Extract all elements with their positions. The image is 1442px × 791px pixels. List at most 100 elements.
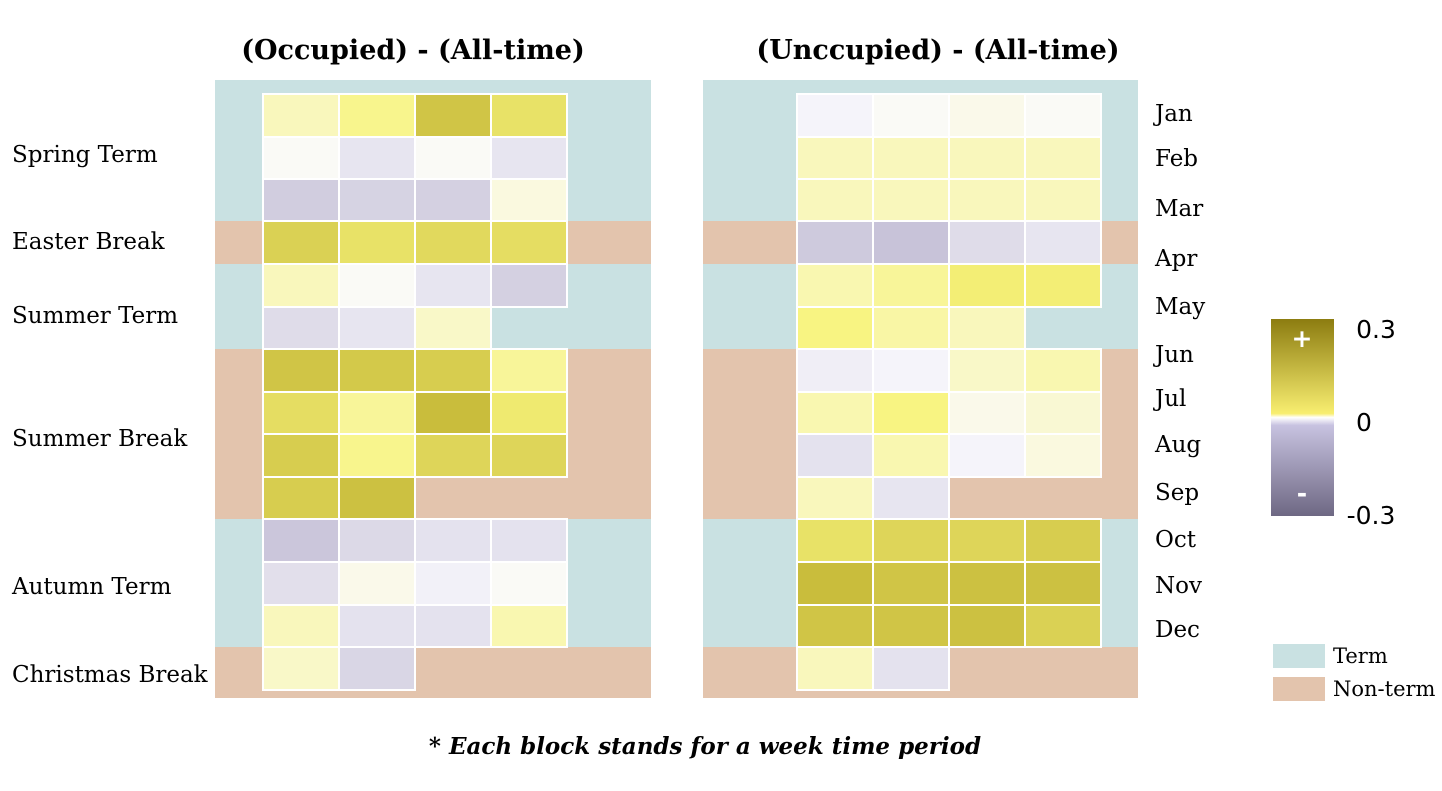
heatmap-cell — [262, 476, 340, 520]
heatmap-cell — [796, 93, 874, 138]
month-label-jul: Jul — [1153, 386, 1186, 412]
heatmap-cell — [490, 561, 568, 606]
heatmap-cell — [262, 263, 340, 308]
heatmap-cell — [796, 391, 874, 435]
heatmap-cell — [414, 561, 492, 606]
heatmap-cell — [338, 604, 416, 648]
heatmap-cell — [872, 604, 950, 648]
heatmap-cell — [490, 433, 568, 478]
heatmap-cell — [338, 220, 416, 265]
heatmap-cell — [796, 220, 874, 265]
legend-label-term: Term — [1333, 644, 1388, 668]
heatmap-cell — [872, 263, 950, 308]
heatmap-cell — [490, 348, 568, 393]
legend-label-non-term: Non-term — [1333, 677, 1436, 701]
month-label-jun: Jun — [1153, 342, 1194, 368]
heatmap-cell — [490, 263, 568, 308]
heatmap-cell — [262, 646, 340, 691]
heatmap-cell — [414, 433, 492, 478]
heatmap-cell — [490, 391, 568, 435]
heatmap-cell — [338, 263, 416, 308]
heatmap-cell — [262, 306, 340, 350]
heatmap-cell — [872, 348, 950, 393]
colorbar-minus-sign: - — [1297, 479, 1307, 508]
heatmap-cell — [262, 391, 340, 435]
heatmap-cell — [796, 433, 874, 478]
heatmap-cell — [338, 518, 416, 563]
heatmap-cell — [414, 263, 492, 308]
heatmap-cell — [796, 136, 874, 180]
heatmap-cell — [338, 391, 416, 435]
heatmap-cell — [948, 220, 1026, 265]
heatmap-cell — [414, 518, 492, 563]
heatmap-cell — [414, 348, 492, 393]
heatmap-cell — [414, 93, 492, 138]
heatmap-cell — [1024, 178, 1102, 222]
legend-swatch-non-term — [1273, 677, 1325, 701]
heatmap-cell — [796, 604, 874, 648]
panel-title-occupied: (Occupied) - (All-time) — [241, 35, 584, 66]
heatmap-cell — [262, 433, 340, 478]
heatmap-cell — [262, 518, 340, 563]
heatmap-cell — [338, 348, 416, 393]
heatmap-cell — [796, 178, 874, 222]
heatmap-cell — [948, 306, 1026, 350]
heatmap-cell — [948, 178, 1026, 222]
heatmap-cell — [948, 433, 1026, 478]
colorbar-min-label: -0.3 — [1347, 501, 1396, 530]
heatmap-cell — [796, 263, 874, 308]
heatmap-cell — [872, 136, 950, 180]
heatmap-cell — [948, 93, 1026, 138]
month-label-nov: Nov — [1155, 573, 1202, 599]
month-label-dec: Dec — [1155, 617, 1200, 643]
heatmap-cell — [796, 306, 874, 350]
heatmap-cell — [490, 136, 568, 180]
heatmap-cell — [490, 604, 568, 648]
heatmap-cell — [872, 391, 950, 435]
heatmap-cell — [262, 93, 340, 138]
month-label-feb: Feb — [1155, 146, 1198, 172]
month-label-sep: Sep — [1155, 480, 1199, 506]
heatmap-cell — [1024, 518, 1102, 563]
heatmap-cell — [262, 220, 340, 265]
heatmap-cell — [796, 518, 874, 563]
panel-title-unoccupied: (Unccupied) - (All-time) — [756, 35, 1119, 66]
heatmap-cell — [338, 433, 416, 478]
heatmap-cell — [948, 263, 1026, 308]
heatmap-cell — [948, 391, 1026, 435]
heatmap-cell — [338, 93, 416, 138]
colorbar — [1271, 319, 1334, 516]
heatmap-cell — [796, 348, 874, 393]
heatmap-cell — [262, 178, 340, 222]
heatmap-cell — [414, 136, 492, 180]
heatmap-cell — [1024, 604, 1102, 648]
heatmap-cell — [948, 348, 1026, 393]
colorbar-plus-sign: + — [1292, 324, 1313, 353]
heatmap-cell — [262, 348, 340, 393]
heatmap-cell — [338, 136, 416, 180]
month-label-apr: Apr — [1154, 246, 1197, 272]
colorbar-max-label: 0.3 — [1356, 315, 1396, 344]
term-label-autumn: Autumn Term — [11, 574, 172, 600]
term-label-spring: Spring Term — [12, 142, 158, 168]
term-label-summer-term: Summer Term — [12, 303, 178, 329]
heatmap-cell — [414, 178, 492, 222]
heatmap-cell — [262, 561, 340, 606]
heatmap-cell — [872, 306, 950, 350]
heatmap-cell — [414, 604, 492, 648]
heatmap-cell — [1024, 263, 1102, 308]
heatmap-cell — [1024, 220, 1102, 265]
heatmap-cell — [262, 604, 340, 648]
term-label-christmas: Christmas Break — [12, 662, 209, 688]
heatmap-cell — [1024, 561, 1102, 606]
month-label-may: May — [1155, 294, 1205, 320]
heatmap-cell — [1024, 136, 1102, 180]
heatmap-cell — [414, 220, 492, 265]
heatmap-cell — [948, 604, 1026, 648]
colorbar-mid-label: 0 — [1356, 408, 1372, 437]
heatmap-cell — [796, 476, 874, 520]
heatmap-cell — [338, 476, 416, 520]
heatmap-cell — [1024, 93, 1102, 138]
heatmap-cell — [796, 646, 874, 691]
